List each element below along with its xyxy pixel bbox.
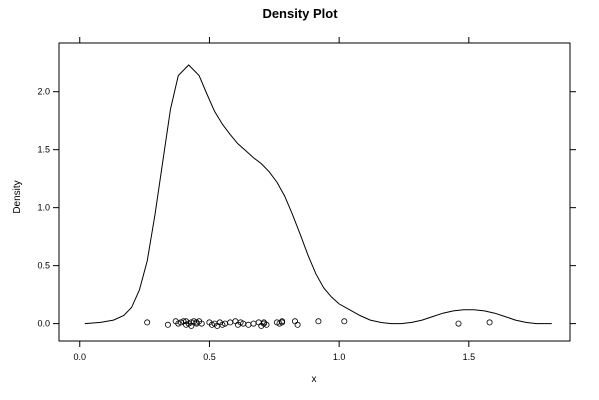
rug-point bbox=[341, 318, 348, 325]
rug-point bbox=[455, 320, 462, 327]
x-tick-label: 1.5 bbox=[463, 352, 476, 362]
x-axis-label: x bbox=[312, 374, 317, 385]
rug-point bbox=[291, 318, 298, 325]
rug-point bbox=[144, 319, 151, 326]
x-axis: 0.0 0.5 1.0 1.5 bbox=[73, 37, 475, 362]
rug-point bbox=[263, 321, 270, 328]
rug-point bbox=[188, 322, 195, 329]
y-axis-label: Density bbox=[12, 180, 23, 213]
x-tick-label: 0.5 bbox=[203, 352, 216, 362]
rug-point bbox=[245, 321, 252, 328]
rug-point bbox=[294, 321, 301, 328]
rug-point bbox=[250, 320, 257, 327]
plot-frame bbox=[58, 42, 571, 342]
rug-point bbox=[279, 319, 286, 326]
y-tick-label: 0.5 bbox=[37, 261, 50, 271]
y-tick-label: 1.5 bbox=[37, 145, 50, 155]
y-tick-label: 0.0 bbox=[37, 319, 50, 329]
rug-point bbox=[315, 318, 322, 325]
rug-point bbox=[486, 319, 493, 326]
x-tick-label: 1.0 bbox=[333, 352, 346, 362]
density-curve bbox=[84, 64, 552, 325]
rug-point bbox=[255, 319, 262, 326]
y-tick-label: 1.0 bbox=[37, 203, 50, 213]
chart-title: Density Plot bbox=[262, 6, 338, 21]
x-tick-label: 0.0 bbox=[73, 352, 86, 362]
rug-point bbox=[232, 318, 239, 325]
y-tick-label: 2.0 bbox=[37, 87, 50, 97]
rug-point bbox=[227, 319, 234, 326]
rug-point bbox=[198, 320, 205, 327]
y-axis: 0.0 0.5 1.0 1.5 2.0 bbox=[37, 87, 576, 329]
rug-point bbox=[164, 321, 171, 328]
rug-points bbox=[144, 318, 493, 329]
